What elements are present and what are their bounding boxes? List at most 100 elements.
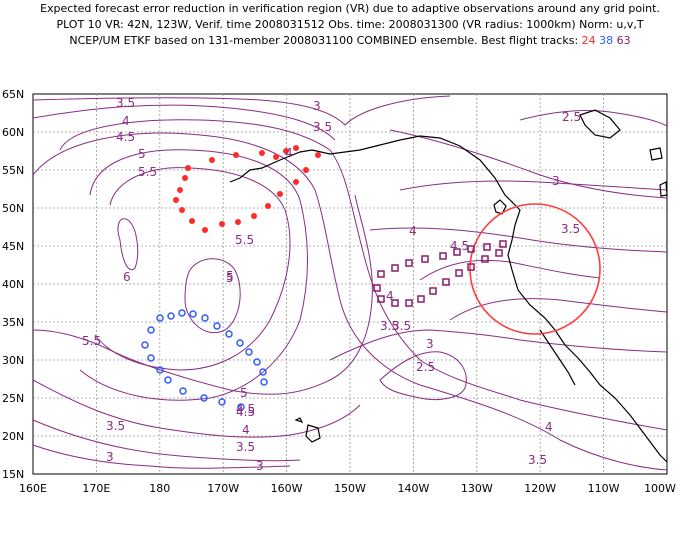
track38-point: [141, 341, 149, 349]
title-line-2: PLOT 10 VR: 42N, 123W, Verif. time 20080…: [56, 18, 644, 31]
track63-point: [405, 299, 413, 307]
track63-point: [391, 264, 399, 272]
track63-point: [439, 252, 447, 260]
track24-point: [209, 157, 215, 163]
contour-label: 3.5: [106, 419, 125, 433]
flight-track-63: [373, 240, 507, 307]
track38-point: [213, 322, 221, 330]
track63-point: [481, 255, 489, 263]
contour-line: [117, 218, 139, 271]
title-line-3-text: NCEP/UM ETKF based on 131-member 2008031…: [69, 34, 579, 47]
lon-label: 160W: [271, 482, 303, 495]
lon-label: 130W: [461, 482, 493, 495]
contour-line: [32, 132, 668, 471]
contour-line: [32, 194, 373, 395]
legend-track-63: 63: [616, 34, 631, 47]
track38-point: [147, 354, 155, 362]
track24-point: [182, 175, 188, 181]
contour-line: [79, 149, 308, 401]
track24-point: [265, 203, 271, 209]
contour-labels: 3.5 3 3.5 2.5 4 4.5 5 5.5 4 3 3.5 4 4.5 …: [82, 96, 581, 473]
contour-label: 4: [409, 224, 417, 238]
track63-point: [377, 270, 385, 278]
coastline-hawaii-small: [294, 417, 304, 424]
contour-line: [379, 351, 467, 401]
lat-label: 50N: [2, 202, 24, 215]
contour-line: [32, 95, 451, 126]
track24-point: [259, 150, 265, 156]
coastline-west-america: [399, 135, 668, 463]
track38-point: [260, 378, 268, 386]
track38-point: [201, 314, 209, 322]
track63-point: [405, 259, 413, 267]
track63-point: [453, 248, 461, 256]
lat-label: 20N: [2, 430, 24, 443]
track38-point: [218, 398, 226, 406]
track24-point: [293, 145, 299, 151]
contour-label: 5.5: [235, 233, 254, 247]
contour-label: 4.5: [116, 130, 135, 144]
lon-label: 160E: [19, 482, 47, 495]
contour-lines: [32, 95, 668, 471]
track38-point: [156, 314, 164, 322]
lon-label: 150W: [334, 482, 366, 495]
flight-track-38: [141, 309, 268, 411]
lat-label: 60N: [2, 126, 24, 139]
track38-point: [156, 366, 164, 374]
coastline-vancouver-island: [493, 199, 507, 215]
contour-label: 3.5: [528, 453, 547, 467]
track24-point: [235, 219, 241, 225]
contour-label: 5.5: [138, 165, 157, 179]
lon-label: 110W: [588, 482, 620, 495]
coastline-baja: [539, 329, 576, 386]
contour-label: 3: [106, 450, 114, 464]
track38-point: [167, 312, 175, 320]
contour-line: [94, 167, 291, 371]
contour-label: 5: [138, 147, 146, 161]
contour-line: [519, 109, 668, 127]
track63-point: [442, 278, 450, 286]
coastline-island: [649, 147, 663, 161]
contour-line: [369, 227, 668, 253]
contour-label: 5: [226, 271, 234, 285]
track38-point: [200, 394, 208, 402]
contour-label: 3.5: [116, 96, 135, 110]
track38-point: [236, 339, 244, 347]
lon-label: 170E: [82, 482, 110, 495]
contour-line: [329, 329, 668, 361]
contour-label: 4: [285, 146, 293, 160]
track24-point: [173, 197, 179, 203]
lat-label: 35N: [2, 316, 24, 329]
contour-label: 4.5: [236, 405, 255, 419]
contour-line: [389, 129, 668, 199]
contour-label: 3: [426, 337, 434, 351]
lat-label: 30N: [2, 354, 24, 367]
contour-label: 3: [313, 99, 321, 113]
track63-point: [455, 269, 463, 277]
track63-point: [429, 287, 437, 295]
track38-point: [245, 348, 253, 356]
contour-line: [149, 465, 291, 469]
track38-point: [237, 403, 245, 411]
lon-label: 180: [149, 482, 170, 495]
track63-point: [495, 249, 503, 257]
contour-label: 3: [256, 459, 264, 473]
contour-label: 5.5: [82, 334, 101, 348]
track63-point: [391, 299, 399, 307]
coastline-alaska: [229, 139, 401, 183]
contour-label: 4: [122, 114, 130, 128]
verification-region-circle: [469, 203, 601, 335]
coastline-hawaii: [305, 424, 321, 443]
track38-point: [179, 387, 187, 395]
contour-label: 5: [226, 269, 234, 283]
track24-point: [177, 187, 183, 193]
track63-point: [377, 295, 385, 303]
lat-label: 15N: [2, 468, 24, 481]
track24-point: [251, 213, 257, 219]
track63-point: [467, 245, 475, 253]
contour-label: 3.5: [561, 222, 580, 236]
track24-point: [179, 207, 185, 213]
contour-line: [184, 258, 241, 334]
track38-point: [164, 376, 172, 384]
